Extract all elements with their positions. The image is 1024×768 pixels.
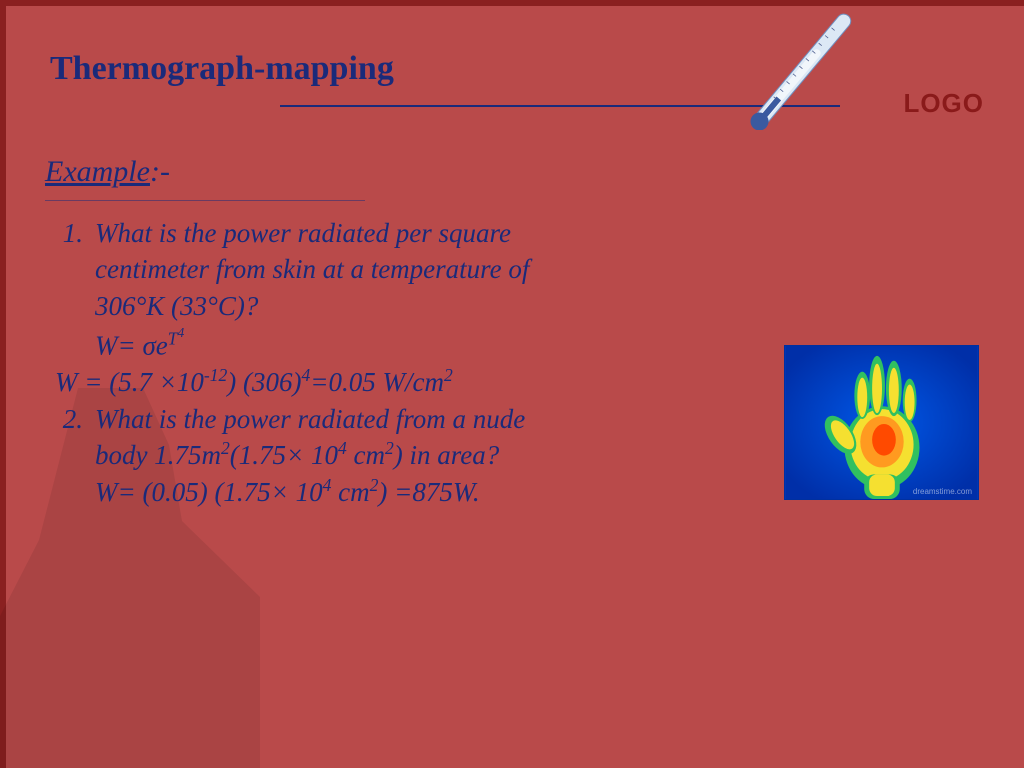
- example-suffix: :-: [150, 155, 170, 188]
- list-item-cont: body 1.75m2(1.75× 104 cm2) in area?: [40, 437, 720, 473]
- item-text: body 1.75m2(1.75× 104 cm2) in area?: [95, 437, 720, 473]
- example-rule: [45, 200, 365, 201]
- slide-title: Thermograph-mapping: [50, 50, 394, 88]
- logo-text: LOGO: [903, 88, 984, 119]
- example-heading: Example:-: [45, 155, 170, 189]
- thermometer-icon: [714, 10, 894, 130]
- item-text: centimeter from skin at a temperature of: [95, 251, 720, 287]
- item-text: What is the power radiated per square: [95, 215, 720, 251]
- formula-line: W = (5.7 ×10-12) (306)4=0.05 W/cm2: [40, 364, 720, 400]
- item-text: 306°K (33°C)?: [95, 288, 720, 324]
- item-text: W= (0.05) (1.75× 104 cm2) =875W.: [95, 474, 720, 510]
- list-item: 1. What is the power radiated per square: [40, 215, 720, 251]
- slide-body: 1. What is the power radiated per square…: [40, 215, 720, 510]
- item-text: What is the power radiated from a nude: [95, 401, 720, 437]
- list-item: 2. What is the power radiated from a nud…: [40, 401, 720, 437]
- slide-border-top: [0, 0, 1024, 6]
- list-item-cont: centimeter from skin at a temperature of: [40, 251, 720, 287]
- thermal-hand-image: dreamstime.com: [784, 345, 979, 500]
- thermal-caption: dreamstime.com: [913, 487, 972, 496]
- list-item-cont: W= (0.05) (1.75× 104 cm2) =875W.: [40, 474, 720, 510]
- item-number: 2.: [40, 401, 95, 437]
- list-item-cont: 306°K (33°C)?: [40, 288, 720, 324]
- formula-line: W= σeT4: [40, 324, 720, 364]
- item-number: 1.: [40, 215, 95, 251]
- example-text: Example: [45, 155, 150, 188]
